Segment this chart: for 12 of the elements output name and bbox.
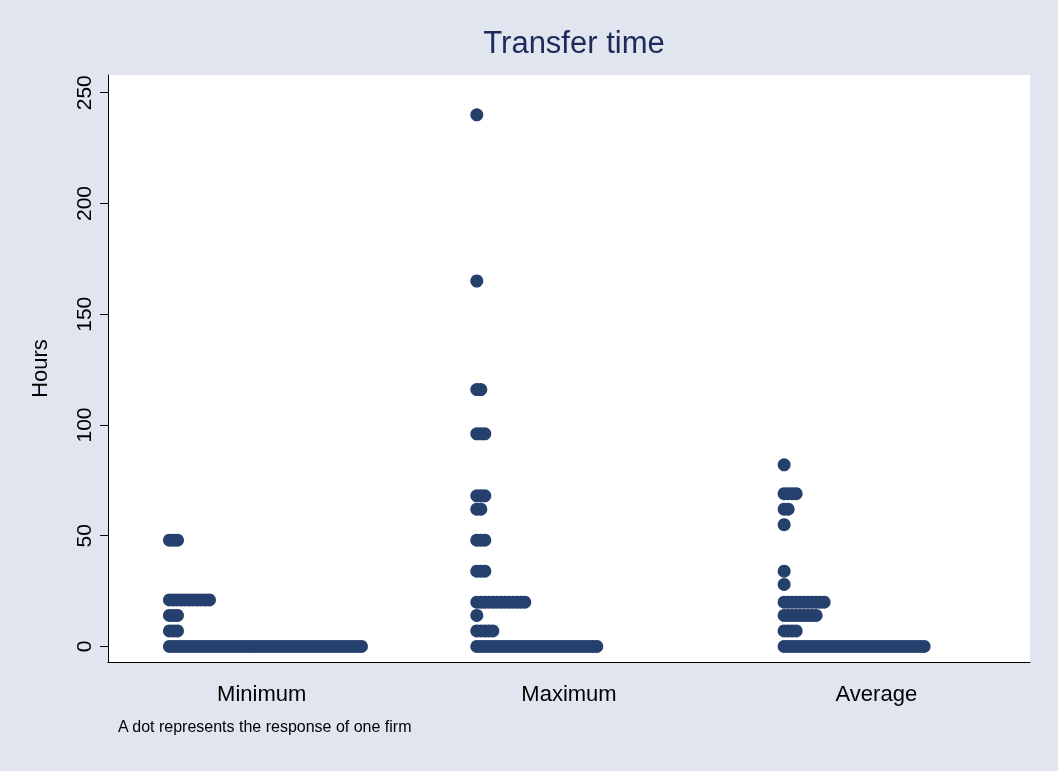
y-tick-label: 0 [72, 640, 95, 653]
y-tick-label: 100 [72, 407, 95, 443]
chart-title: Transfer time [483, 25, 665, 60]
text: A dot represents the response of one firm [118, 717, 412, 735]
y-tick-label: 250 [72, 75, 95, 111]
y-tick-label: 150 [72, 296, 95, 332]
x-tick-label: Maximum [521, 680, 617, 706]
y-axis-title: Hours [26, 339, 52, 398]
x-tick-label: Minimum [217, 680, 307, 706]
x-tick-label: Average [835, 680, 918, 706]
y-tick-label: 200 [72, 185, 95, 221]
y-tick-label: 50 [72, 524, 95, 548]
